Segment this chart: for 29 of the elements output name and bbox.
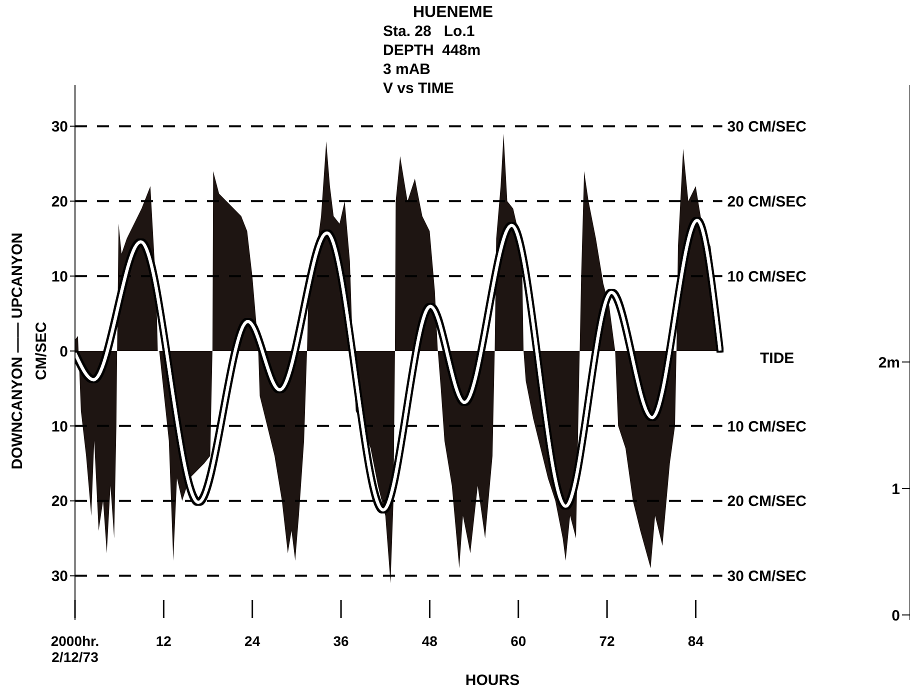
x-tick-label: 12: [156, 633, 172, 649]
y2-axis-title: TIDE: [760, 350, 794, 367]
y-tick-label: 30: [51, 118, 68, 136]
chart-subtitle: Sta. 28 Lo.1 DEPTH 448m 3 mAB V vs TIME: [383, 22, 482, 98]
x-axis-title: HOURS: [465, 672, 520, 689]
y2-tick-label: 1: [892, 480, 900, 498]
y-tick-label: 0: [60, 343, 68, 360]
x-tick-label: 48: [422, 633, 438, 649]
x-tick-label: 72: [599, 633, 616, 649]
y2-tick-label: 0: [892, 607, 900, 624]
ref-line-label: 30 CM/SEC: [727, 568, 807, 586]
x-tick-label: 2000hr. 2/12/73: [50, 633, 100, 665]
x-tick-label: 24: [244, 633, 260, 649]
chart-title: HUENEME: [412, 4, 494, 22]
y-tick-label: 20: [51, 493, 68, 510]
y-axis-title: DOWNCANYON —— UPCANYON CM/SEC: [8, 232, 50, 470]
x-tick-label: 36: [333, 633, 350, 649]
y-tick-label: 10: [51, 418, 68, 436]
y2-tick-label: 2m: [878, 354, 900, 372]
ref-line-label: 10 CM/SEC: [727, 268, 807, 286]
y-tick-label: 10: [51, 268, 68, 286]
ref-line-label: 20 CM/SEC: [727, 493, 807, 510]
ref-line-label: 20 CM/SEC: [727, 193, 807, 210]
ref-line-label: 10 CM/SEC: [727, 418, 807, 436]
x-tick-label: 84: [688, 633, 704, 649]
y-tick-label: 20: [51, 193, 68, 210]
x-tick-label: 60: [510, 633, 526, 649]
ref-line-label: 30 CM/SEC: [727, 118, 807, 136]
y-tick-label: 30: [51, 568, 68, 586]
